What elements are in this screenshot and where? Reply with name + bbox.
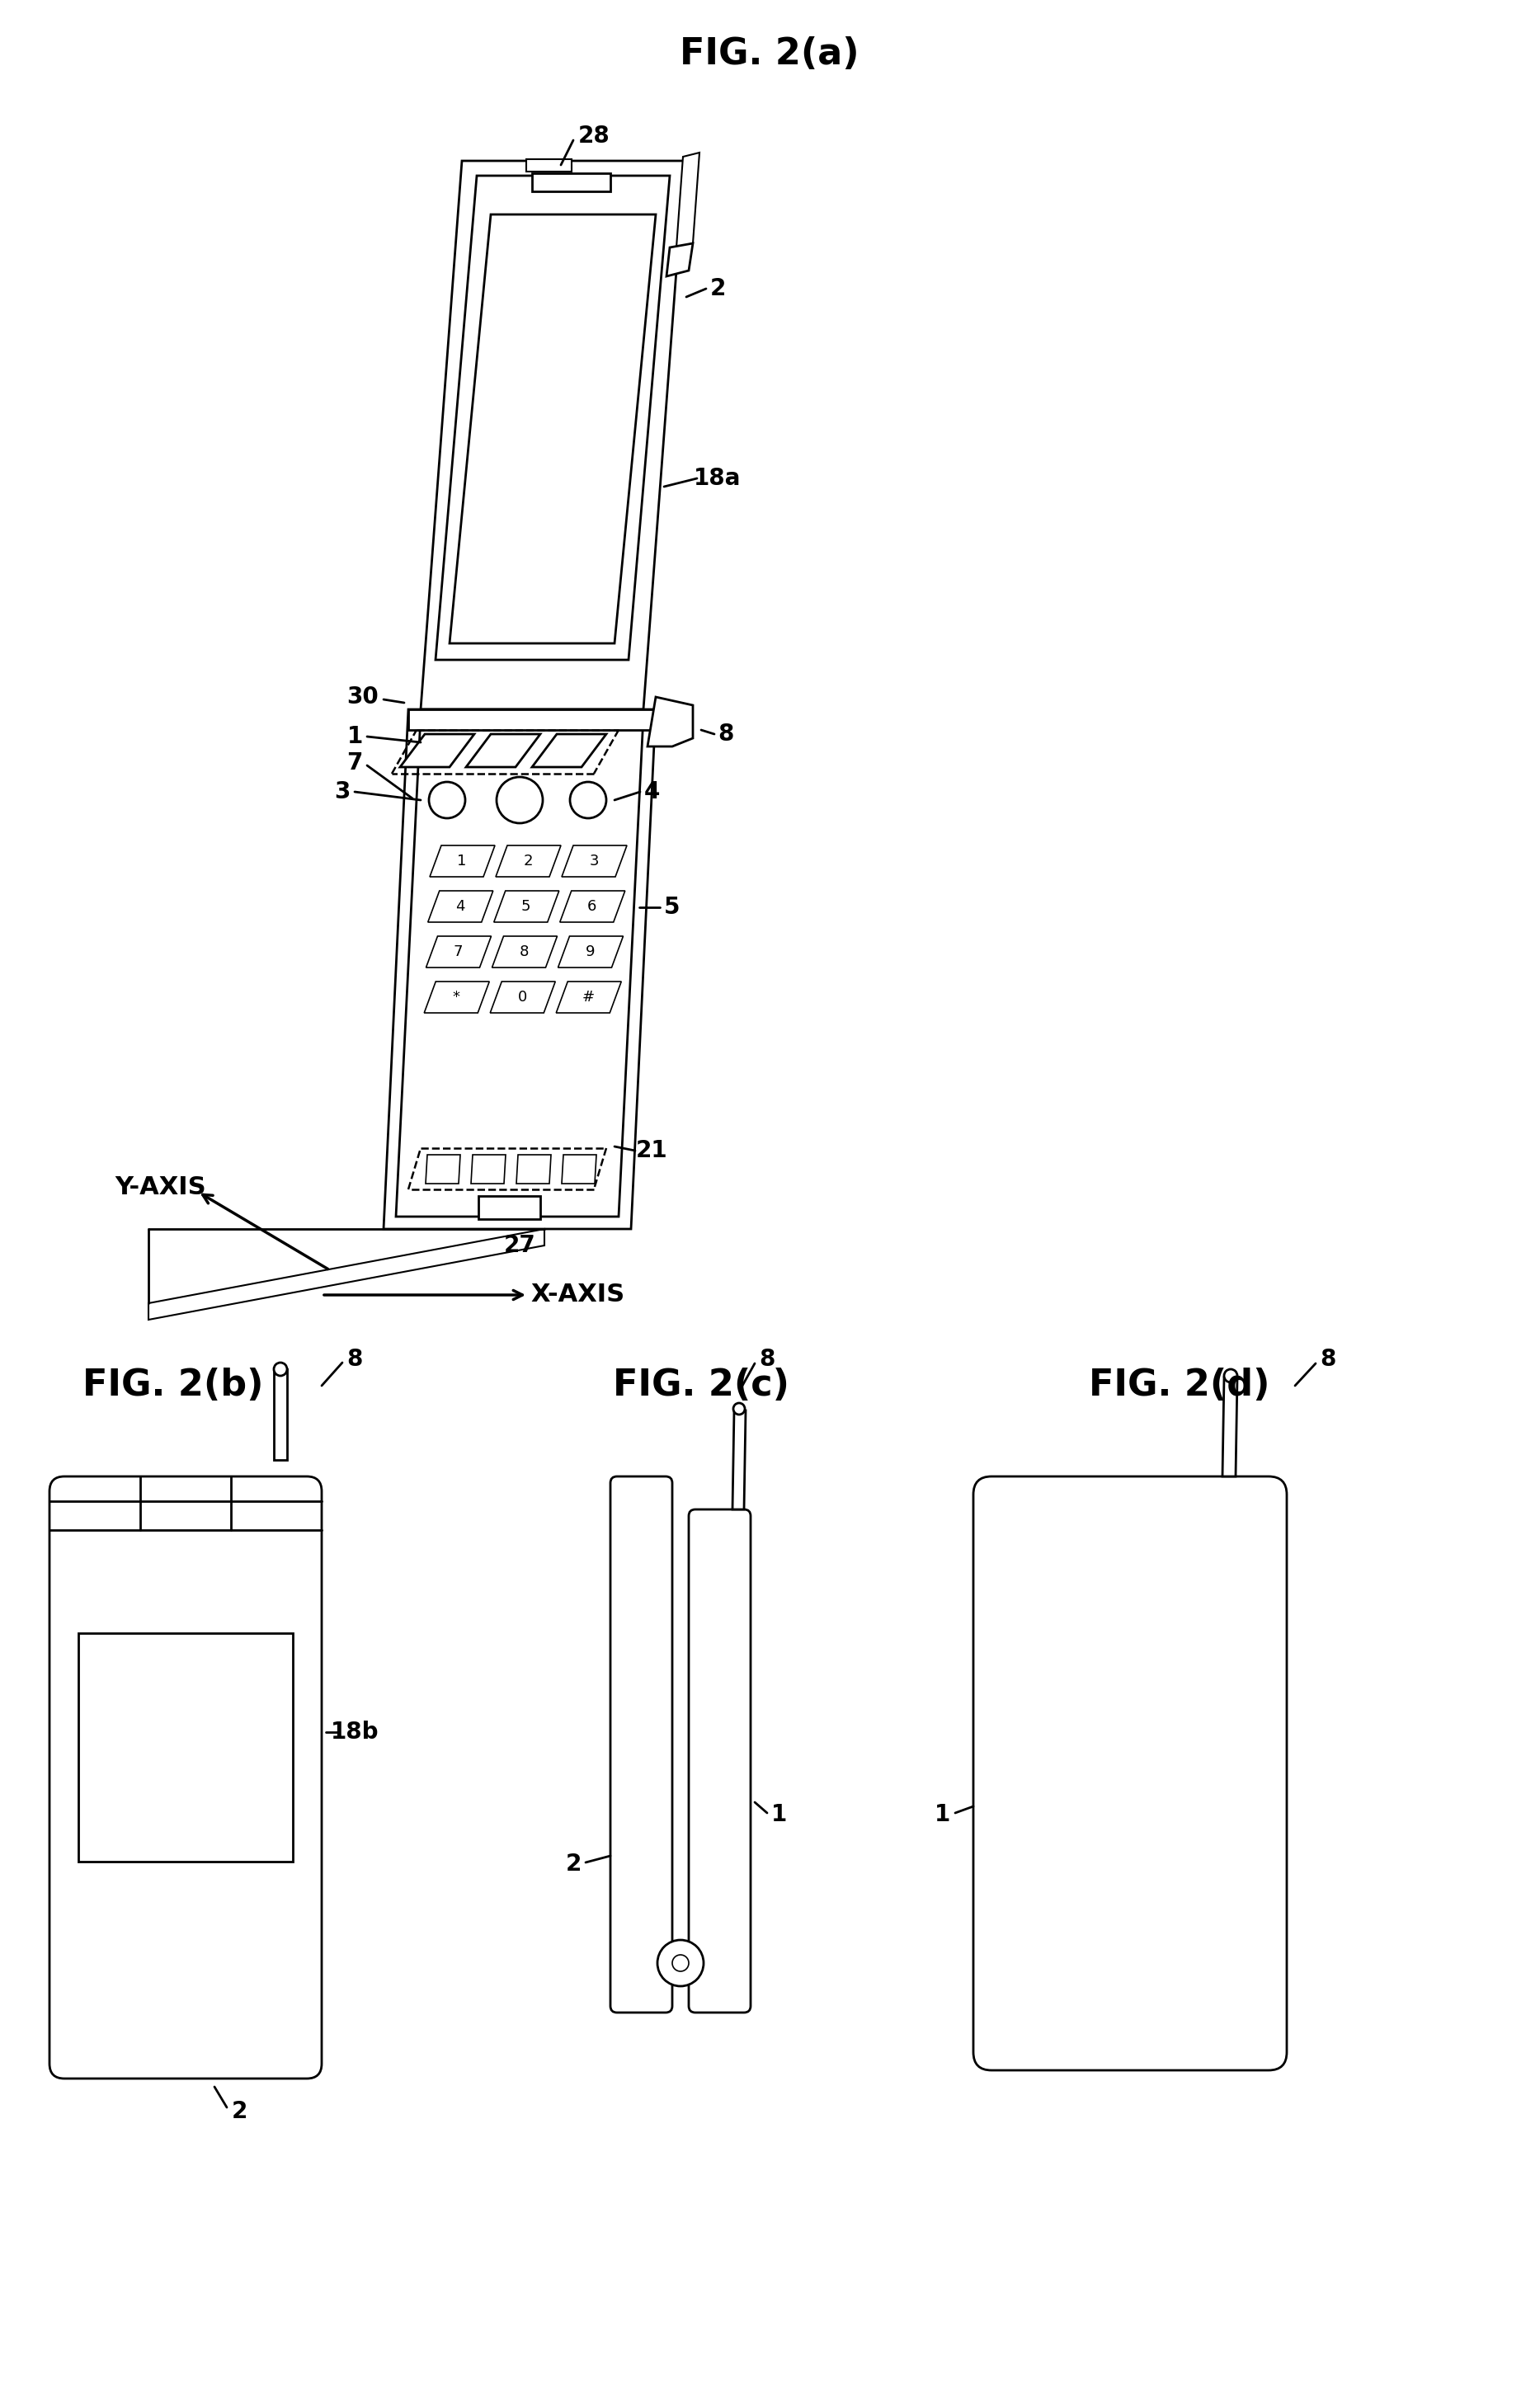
Polygon shape — [667, 243, 693, 277]
Polygon shape — [424, 982, 490, 1013]
Text: 7: 7 — [453, 946, 464, 960]
Text: #: # — [582, 989, 594, 1006]
Polygon shape — [383, 710, 656, 1229]
FancyBboxPatch shape — [49, 1477, 322, 2079]
Polygon shape — [562, 1155, 596, 1184]
Text: 2: 2 — [524, 854, 533, 869]
Text: FIG. 2(b): FIG. 2(b) — [83, 1369, 263, 1403]
Polygon shape — [490, 982, 556, 1013]
Text: 8: 8 — [346, 1347, 363, 1371]
Polygon shape — [494, 890, 559, 921]
Text: 1: 1 — [346, 724, 362, 748]
Text: 28: 28 — [578, 125, 610, 147]
Circle shape — [1224, 1369, 1237, 1383]
Polygon shape — [450, 214, 656, 642]
FancyBboxPatch shape — [610, 1477, 673, 2011]
Text: 2: 2 — [565, 1853, 581, 1877]
Text: 1: 1 — [457, 854, 467, 869]
Text: 3: 3 — [590, 854, 599, 869]
Text: 1: 1 — [772, 1802, 787, 1826]
Text: 18a: 18a — [695, 467, 741, 491]
Text: X-AXIS: X-AXIS — [530, 1282, 624, 1306]
Polygon shape — [408, 710, 656, 729]
Text: 6: 6 — [587, 900, 596, 914]
Text: 8: 8 — [759, 1347, 775, 1371]
Bar — [79, 1634, 293, 1862]
Polygon shape — [516, 1155, 551, 1184]
FancyBboxPatch shape — [688, 1509, 750, 2011]
Bar — [527, 159, 571, 171]
Text: 8: 8 — [718, 722, 735, 746]
Text: 5: 5 — [522, 900, 531, 914]
Circle shape — [496, 777, 542, 823]
Polygon shape — [561, 890, 625, 921]
Circle shape — [673, 1954, 688, 1971]
Polygon shape — [471, 1155, 505, 1184]
Text: 2: 2 — [710, 277, 725, 301]
Text: 8: 8 — [1320, 1347, 1337, 1371]
Text: Y-AXIS: Y-AXIS — [116, 1177, 206, 1201]
Text: FIG. 2(c): FIG. 2(c) — [613, 1369, 790, 1403]
Polygon shape — [400, 734, 474, 768]
Polygon shape — [676, 152, 699, 248]
Circle shape — [570, 782, 607, 818]
Circle shape — [658, 1939, 704, 1987]
Text: 5: 5 — [664, 895, 681, 919]
Text: 0: 0 — [517, 989, 527, 1006]
Bar — [531, 173, 610, 192]
Text: FIG. 2(a): FIG. 2(a) — [679, 36, 859, 72]
Text: 18b: 18b — [331, 1720, 379, 1744]
Circle shape — [733, 1403, 745, 1415]
Polygon shape — [531, 734, 607, 768]
Text: 4: 4 — [456, 900, 465, 914]
Polygon shape — [491, 936, 557, 967]
Polygon shape — [274, 1369, 286, 1460]
Polygon shape — [562, 845, 627, 876]
Circle shape — [430, 782, 465, 818]
Text: 8: 8 — [519, 946, 528, 960]
Polygon shape — [467, 734, 541, 768]
Text: 9: 9 — [585, 946, 594, 960]
Polygon shape — [436, 176, 670, 659]
Text: FIG. 2(d): FIG. 2(d) — [1089, 1369, 1270, 1403]
Polygon shape — [557, 936, 624, 967]
Text: 7: 7 — [346, 751, 363, 775]
Text: 1: 1 — [935, 1802, 950, 1826]
Polygon shape — [427, 936, 491, 967]
Text: 3: 3 — [334, 780, 350, 804]
Polygon shape — [148, 1229, 545, 1321]
Polygon shape — [1223, 1379, 1237, 1477]
Polygon shape — [430, 845, 494, 876]
Polygon shape — [647, 698, 693, 746]
Polygon shape — [396, 717, 644, 1217]
Bar — [479, 1196, 541, 1220]
Text: 30: 30 — [346, 686, 379, 707]
FancyBboxPatch shape — [973, 1477, 1287, 2069]
Text: 4: 4 — [644, 780, 659, 804]
Text: 27: 27 — [504, 1234, 536, 1256]
Polygon shape — [556, 982, 621, 1013]
Polygon shape — [733, 1410, 745, 1509]
Polygon shape — [428, 890, 493, 921]
Polygon shape — [425, 1155, 460, 1184]
Text: *: * — [453, 989, 460, 1006]
Polygon shape — [420, 161, 685, 710]
Circle shape — [274, 1362, 286, 1376]
Text: 21: 21 — [636, 1138, 667, 1162]
Polygon shape — [496, 845, 561, 876]
Text: 2: 2 — [231, 2100, 248, 2122]
